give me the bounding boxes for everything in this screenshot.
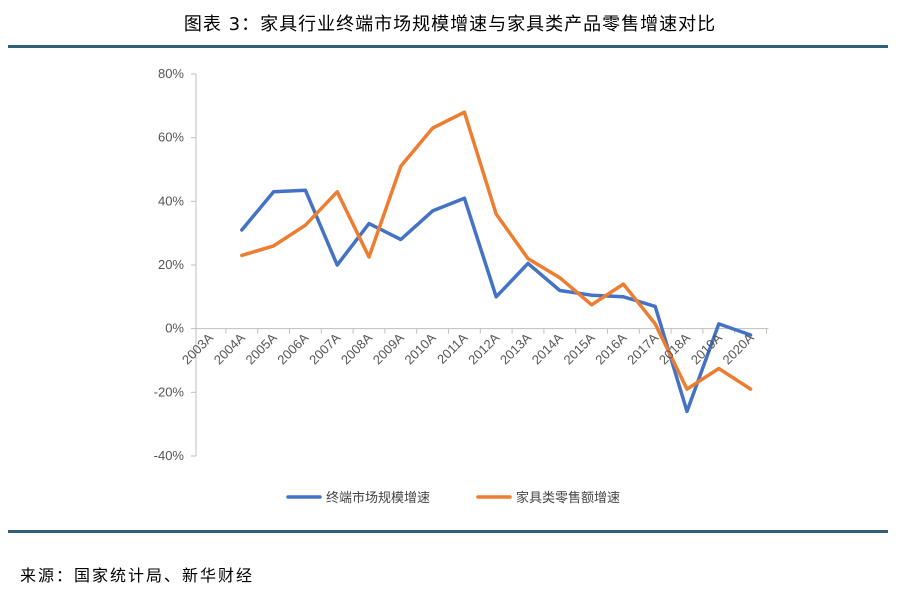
x-tick-label: 2012A [465, 330, 502, 367]
top-rule [8, 45, 888, 48]
x-tick-label: 2007A [306, 330, 343, 367]
y-tick-label: 80% [158, 66, 184, 81]
line-chart: 80%60%40%20%0%-20%-40%2003A2004A2005A200… [154, 66, 769, 506]
y-tick-label: -20% [154, 384, 185, 399]
x-tick-label: 2015A [561, 330, 598, 367]
series-line-2 [240, 110, 753, 391]
y-tick-label: 60% [158, 130, 184, 145]
x-tick-label: 2014A [529, 330, 566, 367]
bottom-rule [8, 530, 888, 533]
x-tick-label: 2011A [434, 330, 471, 367]
x-tick-label: 2009A [370, 330, 407, 367]
series-line-1 [240, 188, 753, 414]
x-tick-label: 2016A [592, 330, 629, 367]
x-tick-label: 2008A [338, 330, 375, 367]
y-tick-label: 20% [158, 257, 184, 272]
legend-label-2: 家具类零售额增速 [516, 490, 620, 506]
x-tick-label: 2020A [720, 330, 757, 367]
x-tick-label: 2006A [274, 330, 311, 367]
source-note: 来源：国家统计局、新华财经 [20, 566, 255, 585]
x-tick-label: 2017A [624, 330, 661, 367]
legend-label-1: 终端市场规模增速 [326, 490, 430, 506]
x-tick-label: 2005A [243, 330, 280, 367]
x-tick-label: 2003A [179, 330, 216, 367]
x-tick-label: 2010A [402, 330, 439, 367]
x-tick-label: 2013A [497, 330, 534, 367]
chart-title: 图表 3：家具行业终端市场规模增速与家具类产品零售增速对比 [183, 14, 717, 35]
y-tick-label: 40% [158, 193, 184, 208]
y-tick-label: 0% [165, 321, 184, 336]
y-tick-label: -40% [154, 448, 185, 463]
x-tick-label: 2004A [211, 330, 248, 367]
